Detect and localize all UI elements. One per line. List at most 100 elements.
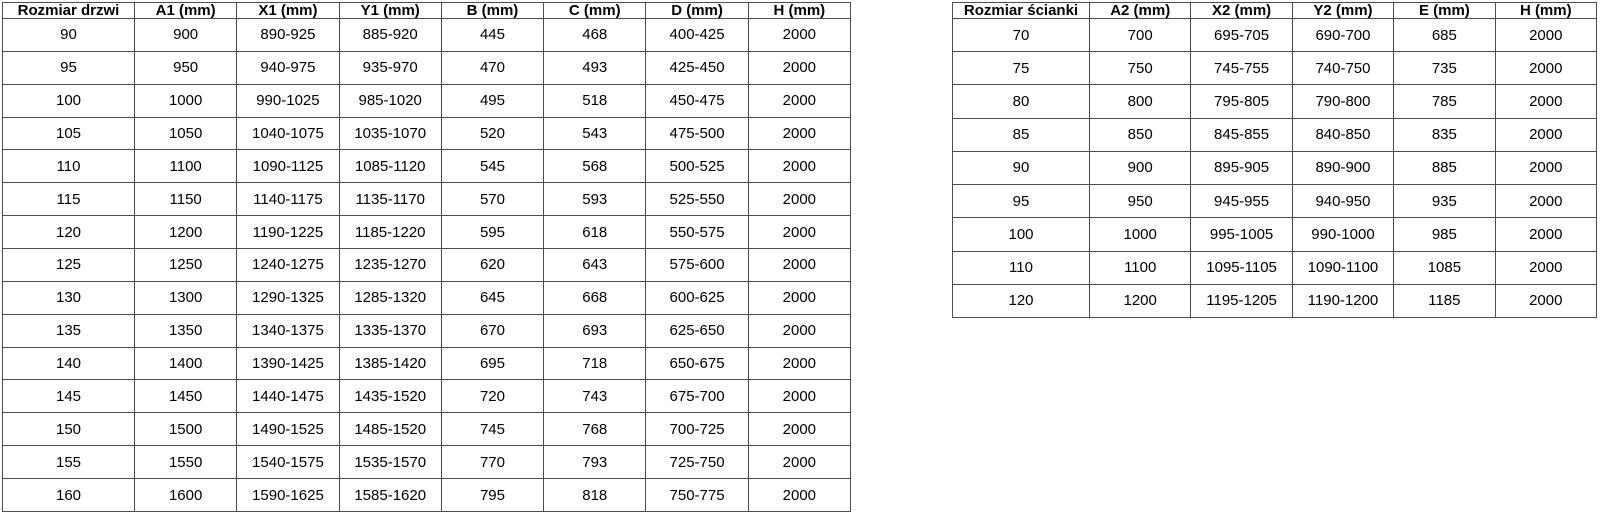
table-cell: 1085: [1393, 250, 1496, 285]
table-cell: 550-575: [645, 215, 749, 250]
column-header: B (mm): [440, 2, 545, 19]
table-cell: 935: [1393, 184, 1496, 219]
table-cell: 790-800: [1291, 84, 1395, 119]
table-cell: 718: [543, 346, 647, 381]
table-cell: 745-755: [1190, 51, 1293, 86]
column-header: Rozmiar drzwi: [2, 2, 135, 19]
table-cell: 2000: [747, 248, 852, 282]
table-cell: 1185: [1393, 283, 1496, 319]
table-cell: 1190-1225: [236, 215, 340, 250]
table-cell: 645: [440, 280, 545, 315]
table-cell: 140: [2, 346, 135, 381]
table-cell: 720: [440, 379, 545, 414]
table-cell: 125: [2, 248, 135, 282]
table-row: 160 1600 1590-1625 1585-1620 795 818 750-775 20…: [2, 478, 852, 512]
column-header: C (mm): [543, 2, 647, 19]
table-cell: 2000: [747, 182, 852, 217]
table-cell: 785: [1393, 84, 1496, 119]
table-cell: 110: [952, 250, 1090, 285]
table-cell: 1195-1205: [1190, 283, 1293, 319]
table-cell: 1040-1075: [236, 116, 340, 151]
table-cell: 1035-1070: [338, 116, 442, 151]
table-cell: 1200: [1088, 283, 1192, 319]
table-cell: 120: [2, 215, 135, 250]
table-cell: 940-975: [236, 50, 340, 85]
table-cell: 450-475: [645, 83, 749, 118]
table-row: 130 1300 1290-1325 1285-1320 645 668 600-625 20…: [2, 280, 852, 315]
table-cell: 685: [1393, 17, 1496, 53]
table-cell: 1200: [133, 215, 238, 250]
table-row: 110 1100 1095-1105 1090-1100 1085 2000: [952, 250, 1598, 285]
table-cell: 593: [543, 182, 647, 217]
table-cell: 985: [1393, 217, 1496, 252]
table-row: 95 950 940-975 935-970 470 493 425-450 2000: [2, 50, 852, 85]
table-row: 125 1250 1240-1275 1235-1270 620 643 575-600 20…: [2, 248, 852, 282]
table-row: 115 1150 1140-1175 1135-1170 570 593 525-550 20…: [2, 182, 852, 217]
table-cell: 1590-1625: [236, 478, 340, 512]
table-cell: 885-920: [338, 18, 442, 52]
table-cell: 570: [440, 182, 545, 217]
table-cell: 1535-1570: [338, 445, 442, 480]
table-cell: 2000: [747, 280, 852, 315]
column-header: H (mm): [747, 2, 852, 19]
table-row: 95 950 945-955 940-950 935 2000: [952, 184, 1598, 219]
table-cell: 1350: [133, 313, 238, 348]
table-cell: 2000: [747, 313, 852, 348]
table-cell: 543: [543, 116, 647, 151]
table-cell: 2000: [747, 346, 852, 381]
column-header: Rozmiar ścianki: [952, 2, 1090, 19]
table-cell: 1050: [133, 116, 238, 151]
table-cell: 2000: [1494, 184, 1598, 219]
table-cell: 100: [2, 83, 135, 118]
table-cell: 1185-1220: [338, 215, 442, 250]
table-cell: 890-900: [1291, 150, 1395, 186]
table-cell: 950: [133, 50, 238, 85]
table-cell: 895-905: [1190, 150, 1293, 186]
table-cell: 735: [1393, 51, 1496, 86]
table-cell: 468: [543, 18, 647, 52]
table-cell: 400-425: [645, 18, 749, 52]
table-cell: 2000: [747, 18, 852, 52]
table-cell: 770: [440, 445, 545, 480]
table-cell: 100: [952, 217, 1090, 252]
table-cell: 95: [952, 184, 1090, 219]
table-cell: 793: [543, 445, 647, 480]
table-cell: 110: [2, 149, 135, 184]
table-cell: 520: [440, 116, 545, 151]
column-header: A1 (mm): [133, 2, 238, 19]
table-cell: 160: [2, 478, 135, 512]
table-cell: 150: [2, 412, 135, 447]
table-cell: 690-700: [1291, 17, 1395, 53]
table-cell: 750-775: [645, 478, 749, 512]
table-cell: 795-805: [1190, 84, 1293, 119]
table-cell: 1095-1105: [1190, 250, 1293, 285]
table-cell: 800: [1088, 84, 1192, 119]
table-row: 120 1200 1195-1205 1190-1200 1185 2000: [952, 283, 1598, 319]
table-cell: 885: [1393, 150, 1496, 186]
table-cell: 1090-1125: [236, 149, 340, 184]
wall-panel-sizes-table: Rozmiar ścianki A2 (mm) X2 (mm) Y2 (mm) E (m…: [952, 2, 1598, 319]
table-cell: 90: [2, 18, 135, 52]
table-cell: 643: [543, 248, 647, 282]
table-cell: 1600: [133, 478, 238, 512]
table-cell: 695-705: [1190, 17, 1293, 53]
table-cell: 1435-1520: [338, 379, 442, 414]
table-row: 90 900 890-925 885-920 445 468 400-425 2000: [2, 18, 852, 52]
table-cell: 2000: [747, 445, 852, 480]
table-cell: 2000: [1494, 117, 1598, 152]
table-cell: 1235-1270: [338, 248, 442, 282]
table-cell: 1340-1375: [236, 313, 340, 348]
table-cell: 835: [1393, 117, 1496, 152]
table-cell: 618: [543, 215, 647, 250]
table-cell: 795: [440, 478, 545, 512]
table-cell: 95: [2, 50, 135, 85]
table-cell: 1190-1200: [1291, 283, 1395, 319]
table-cell: 990-1000: [1291, 217, 1395, 252]
table-cell: 1250: [133, 248, 238, 282]
table-cell: 945-955: [1190, 184, 1293, 219]
table-cell: 620: [440, 248, 545, 282]
table-cell: 568: [543, 149, 647, 184]
table-cell: 850: [1088, 117, 1192, 152]
table-cell: 2000: [1494, 250, 1598, 285]
table-cell: 575-600: [645, 248, 749, 282]
